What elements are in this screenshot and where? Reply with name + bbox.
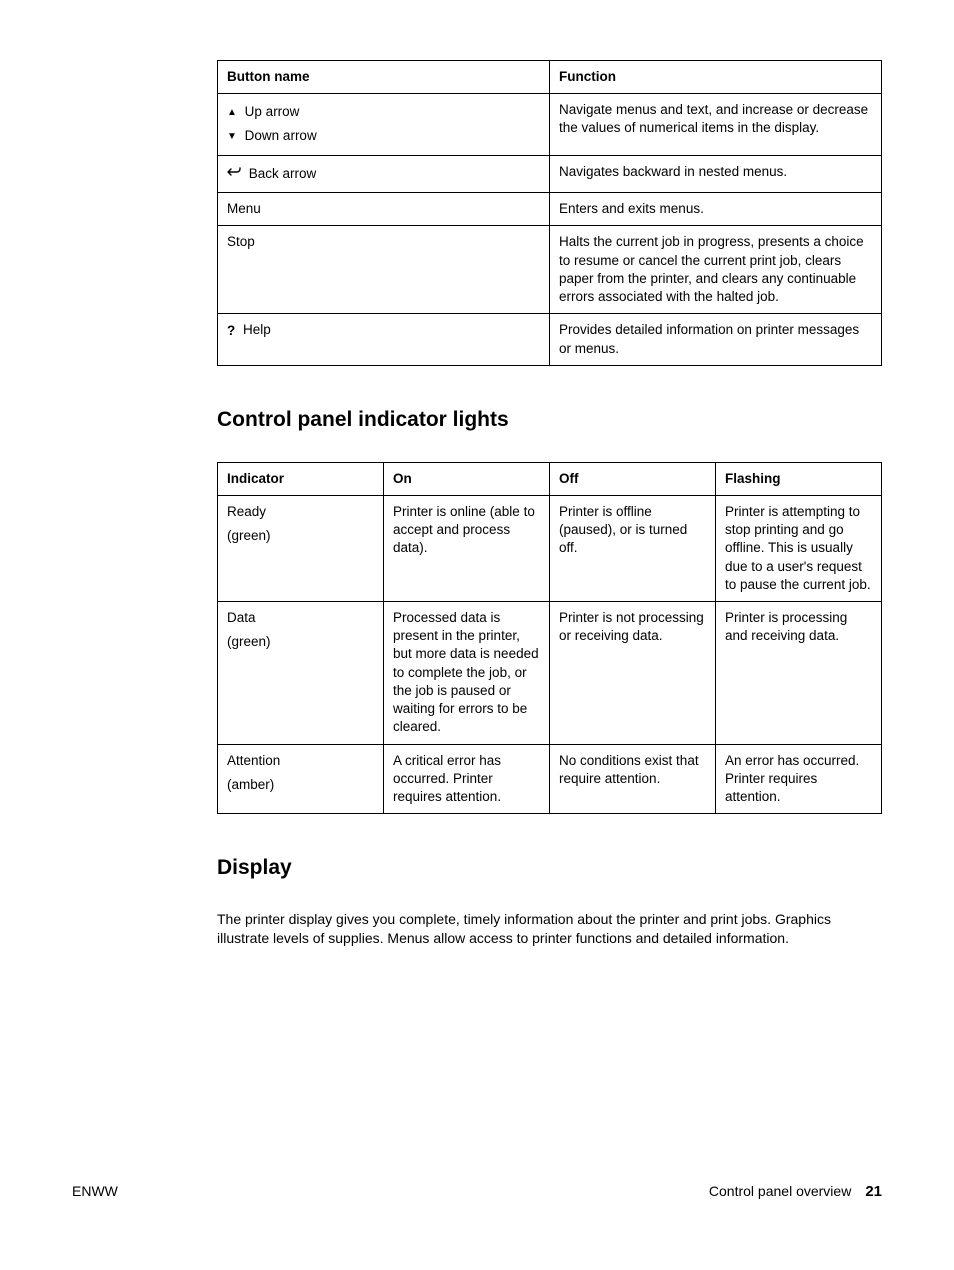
button-label: Down arrow <box>245 128 317 143</box>
buttons-table: Button name Function ▲ Up arrow ▼ Down a… <box>217 60 882 366</box>
indicator-off-text: Printer is offline (paused), or is turne… <box>550 495 716 601</box>
down-triangle-icon: ▼ <box>227 130 237 144</box>
table2-header-off: Off <box>550 462 716 495</box>
function-text: Navigates backward in nested menus. <box>550 155 882 193</box>
section-heading-indicator-lights: Control panel indicator lights <box>217 408 882 432</box>
document-page: Button name Function ▲ Up arrow ▼ Down a… <box>0 0 954 1270</box>
indicator-flashing-text: Printer is processing and receiving data… <box>716 602 882 745</box>
table1-header-function: Function <box>550 61 882 94</box>
indicator-off-text: Printer is not processing or receiving d… <box>550 602 716 745</box>
up-triangle-icon: ▲ <box>227 106 237 120</box>
indicator-on-text: Printer is online (able to accept and pr… <box>384 495 550 601</box>
footer-section-title: Control panel overview <box>709 1183 851 1199</box>
function-text: Navigate menus and text, and increase or… <box>550 94 882 155</box>
back-arrow-icon <box>227 165 241 183</box>
button-label: Stop <box>227 234 255 249</box>
indicator-name: Ready <box>227 504 266 519</box>
function-text: Enters and exits menus. <box>550 193 882 226</box>
function-text: Provides detailed information on printer… <box>550 314 882 365</box>
table2-header-on: On <box>384 462 550 495</box>
footer-page-number: 21 <box>865 1183 882 1200</box>
button-label: Up arrow <box>245 104 300 119</box>
indicator-name: Attention <box>227 753 280 768</box>
indicator-on-text: A critical error has occurred. Printer r… <box>384 744 550 814</box>
indicator-color: (green) <box>227 527 374 545</box>
table-row: ? Help Provides detailed information on … <box>218 314 882 365</box>
table1-header-button-name: Button name <box>218 61 550 94</box>
button-label: Back arrow <box>249 166 317 181</box>
indicator-flashing-text: An error has occurred. Printer requires … <box>716 744 882 814</box>
indicator-flashing-text: Printer is attempting to stop printing a… <box>716 495 882 601</box>
question-icon: ? <box>227 322 235 340</box>
indicator-off-text: No conditions exist that require attenti… <box>550 744 716 814</box>
page-footer: ENWW Control panel overview 21 <box>72 1183 882 1200</box>
table-row: Back arrow Navigates backward in nested … <box>218 155 882 193</box>
indicator-color: (amber) <box>227 776 374 794</box>
table2-header-flashing: Flashing <box>716 462 882 495</box>
table-row: Stop Halts the current job in progress, … <box>218 226 882 314</box>
table2-header-indicator: Indicator <box>218 462 384 495</box>
indicator-name: Data <box>227 610 256 625</box>
indicator-on-text: Processed data is present in the printer… <box>384 602 550 745</box>
footer-left: ENWW <box>72 1183 118 1199</box>
section-heading-display: Display <box>217 856 882 880</box>
table-row: ▲ Up arrow ▼ Down arrow Navigate menus a… <box>218 94 882 155</box>
table-row: Data (green) Processed data is present i… <box>218 602 882 745</box>
table-row: Menu Enters and exits menus. <box>218 193 882 226</box>
content-column: Button name Function ▲ Up arrow ▼ Down a… <box>217 60 882 948</box>
display-paragraph: The printer display gives you complete, … <box>217 910 882 948</box>
table-row: Ready (green) Printer is online (able to… <box>218 495 882 601</box>
table-row: Attention (amber) A critical error has o… <box>218 744 882 814</box>
button-label: Menu <box>227 201 261 216</box>
function-text: Halts the current job in progress, prese… <box>550 226 882 314</box>
indicator-lights-table: Indicator On Off Flashing Ready (green) … <box>217 462 882 815</box>
button-label: Help <box>243 322 271 337</box>
indicator-color: (green) <box>227 633 374 651</box>
